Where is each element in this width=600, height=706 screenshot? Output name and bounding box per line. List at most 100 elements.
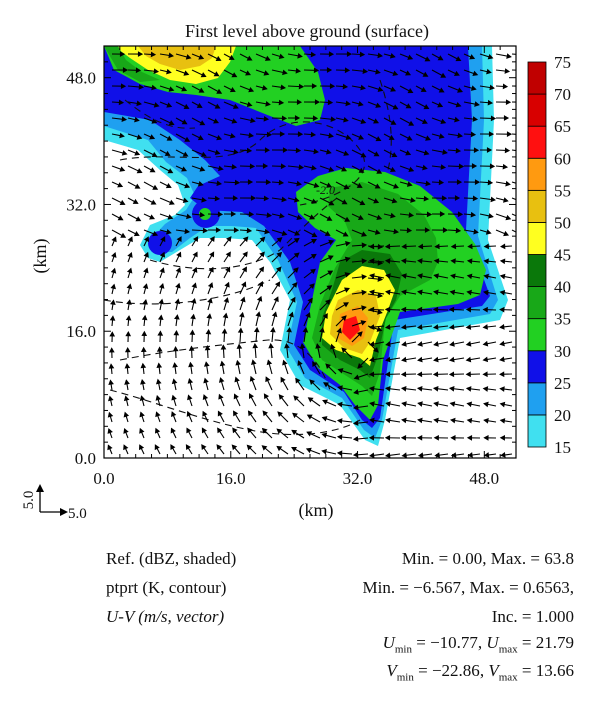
wind-vector-head xyxy=(375,102,382,108)
vector-key-x-head xyxy=(60,508,68,516)
wind-vector xyxy=(511,149,516,152)
wind-vector-head xyxy=(344,67,351,74)
wind-vector-head xyxy=(124,363,131,369)
vector-key: 5.0 5.0 xyxy=(21,484,87,522)
wind-vector-head xyxy=(310,268,316,275)
colorbar-tick-label: 60 xyxy=(554,149,571,168)
wind-vector-head xyxy=(422,164,428,171)
annotation-value-ref: Min. = 0.00, Max. = 63.8 xyxy=(401,549,574,568)
wind-vector-head xyxy=(246,55,253,61)
wind-vector-head xyxy=(342,231,349,237)
wind-vector-head xyxy=(356,182,363,188)
wind-vector-head xyxy=(108,395,114,402)
wind-vector-head xyxy=(282,69,288,76)
wind-vector-head xyxy=(236,343,243,349)
wind-vector-head xyxy=(199,166,206,172)
wind-vector-head xyxy=(164,150,171,156)
wind-vector-head xyxy=(368,371,375,378)
wind-vector xyxy=(511,181,516,184)
wind-vector-head xyxy=(472,116,479,122)
wind-vector-head xyxy=(369,356,375,363)
wind-vector-head xyxy=(420,86,427,92)
wind-vector-head xyxy=(368,434,375,441)
wind-vector-head xyxy=(385,401,391,407)
wind-vector-head xyxy=(286,326,292,333)
wind-vector-head xyxy=(121,150,128,156)
wind-vector-head xyxy=(384,434,391,441)
wind-vector-head xyxy=(275,266,282,273)
wind-vector-head xyxy=(203,377,209,384)
wind-vector-head xyxy=(499,324,505,330)
colorbar-tick-label: 65 xyxy=(554,117,571,136)
wind-vector-head xyxy=(160,236,166,243)
wind-vector-head xyxy=(438,87,445,93)
wind-vector-head xyxy=(369,273,375,279)
wind-vector-head xyxy=(401,273,407,279)
wind-vector-head xyxy=(264,55,271,61)
wind-vector-head xyxy=(172,362,178,368)
wind-vector-head xyxy=(490,115,497,122)
wind-vector-head xyxy=(385,417,391,424)
wind-vector-head xyxy=(126,283,133,290)
wind-vector-head xyxy=(482,289,489,296)
v-min-value: −22.86 xyxy=(431,661,480,680)
wind-vector-head xyxy=(326,182,333,188)
wind-vector-head xyxy=(345,240,351,247)
wind-vector-head xyxy=(485,229,492,235)
y-tick-label: 32.0 xyxy=(66,195,96,214)
wind-vector-head xyxy=(219,360,226,367)
wind-vector-head xyxy=(213,71,220,77)
wind-vector-head xyxy=(141,314,148,321)
wind-vector-head xyxy=(499,273,506,280)
wind-vector-head xyxy=(362,68,369,75)
wind-vector-head xyxy=(108,363,115,369)
wind-vector-head xyxy=(266,212,273,219)
wind-vector-head xyxy=(149,214,156,220)
wind-vector-head xyxy=(326,285,333,291)
wind-vector-head xyxy=(357,363,363,369)
wind-vector-head xyxy=(309,283,315,289)
wind-vector-head xyxy=(245,70,252,76)
wind-vector-head xyxy=(422,71,429,77)
wind-vector-head xyxy=(345,100,351,107)
wind-vector-head xyxy=(400,306,407,313)
wind-vector-head xyxy=(483,452,490,458)
wind-vector-head xyxy=(470,85,477,91)
wind-vector-head xyxy=(466,417,473,424)
wind-vector-head xyxy=(217,427,223,434)
wind-vector-head xyxy=(377,292,383,299)
wind-vector-head xyxy=(483,258,489,265)
wind-vector-head xyxy=(123,411,130,418)
wind-vector-head xyxy=(188,361,194,368)
wind-vector-head xyxy=(187,378,194,384)
wind-vector-head xyxy=(188,345,195,351)
u-min-value: −10.77 xyxy=(430,633,478,652)
wind-vector-head xyxy=(192,251,198,258)
wind-vector-head xyxy=(253,326,260,333)
wind-vector-head xyxy=(470,131,477,138)
wind-vector-head xyxy=(393,183,399,189)
wind-vector-head xyxy=(199,120,206,126)
colorbar-tick-label: 50 xyxy=(554,213,571,232)
wind-vector-head xyxy=(309,379,315,385)
wind-vector-head xyxy=(136,100,142,107)
wind-vector-head xyxy=(377,309,383,315)
wind-vector-head xyxy=(250,359,257,365)
wind-vector-head xyxy=(405,103,412,109)
wind-vector-head xyxy=(385,289,391,296)
wind-vector-head xyxy=(312,361,318,367)
wind-vector-head xyxy=(360,118,367,124)
wind-vector-head xyxy=(278,394,285,400)
y-tick-label: 48.0 xyxy=(66,69,96,88)
wind-vector-head xyxy=(135,67,142,74)
wind-vector-head xyxy=(433,289,439,296)
colorbar-tick-label: 20 xyxy=(554,406,571,425)
wind-vector-head xyxy=(186,213,192,220)
wind-vector-head xyxy=(232,427,238,434)
wind-vector-head xyxy=(437,102,444,108)
wind-vector-head xyxy=(368,324,375,330)
wind-vector-head xyxy=(327,255,334,261)
wind-vector-head xyxy=(449,341,455,347)
wind-vector-head xyxy=(185,54,192,60)
wind-vector-head xyxy=(262,410,269,417)
